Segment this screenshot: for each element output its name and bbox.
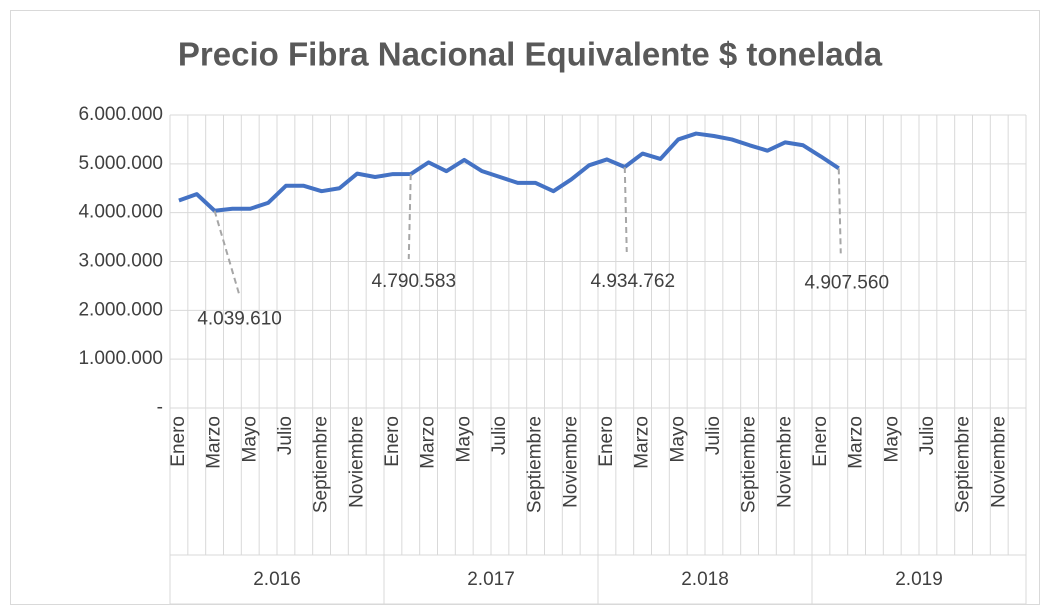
x-tick-label: Enero <box>382 416 403 467</box>
y-tick-label: 1.000.000 <box>78 348 163 369</box>
x-tick-label: Noviembre <box>774 416 795 508</box>
y-tick-label: 6.000.000 <box>78 104 163 125</box>
x-tick-label: Julio <box>703 416 724 455</box>
x-tick-label: Julio <box>917 416 938 455</box>
x-tick-label: Noviembre <box>988 416 1009 508</box>
y-tick-label: - <box>157 397 163 418</box>
leader-line <box>407 174 412 260</box>
leader-line <box>837 168 842 254</box>
chart-title: Precio Fibra Nacional Equivalente $ tone… <box>178 36 883 73</box>
x-tick-label: Septiembre <box>953 416 974 513</box>
x-tick-label: Marzo <box>418 416 439 469</box>
group-label: 2.017 <box>467 569 515 590</box>
x-tick-label: Marzo <box>204 416 225 469</box>
line-series <box>178 131 840 213</box>
x-tick-label: Septiembre <box>311 416 332 513</box>
chart-border <box>10 10 1040 605</box>
x-tick-label: Noviembre <box>560 416 581 508</box>
x-tick-label: Mayo <box>453 416 474 462</box>
y-tick-label: 2.000.000 <box>78 299 163 320</box>
x-tick-label: Septiembre <box>525 416 546 513</box>
data-label: 4.790.583 <box>371 271 456 292</box>
x-tick-label: Marzo <box>846 416 867 469</box>
y-tick-label: 3.000.000 <box>78 251 163 272</box>
y-tick-label: 4.000.000 <box>78 202 163 223</box>
x-tick-label: Noviembre <box>346 416 367 508</box>
leader-line <box>623 166 628 253</box>
leader-line <box>213 210 241 297</box>
group-label: 2.016 <box>253 569 301 590</box>
x-tick-label: Enero <box>596 416 617 467</box>
x-tick-label: Mayo <box>239 416 260 462</box>
data-label: 4.907.560 <box>804 272 889 293</box>
y-tick-label: 5.000.000 <box>78 153 163 174</box>
data-label: 4.934.762 <box>590 271 675 292</box>
group-label: 2.018 <box>681 569 729 590</box>
group-label: 2.019 <box>895 569 943 590</box>
x-tick-label: Julio <box>275 416 296 455</box>
x-tick-label: Mayo <box>881 416 902 462</box>
x-tick-label: Enero <box>168 416 189 467</box>
data-label: 4.039.610 <box>197 309 282 330</box>
x-tick-label: Julio <box>489 416 510 455</box>
x-tick-label: Enero <box>810 416 831 467</box>
x-tick-label: Mayo <box>667 416 688 462</box>
x-tick-label: Marzo <box>632 416 653 469</box>
x-tick-label: Septiembre <box>739 416 760 513</box>
